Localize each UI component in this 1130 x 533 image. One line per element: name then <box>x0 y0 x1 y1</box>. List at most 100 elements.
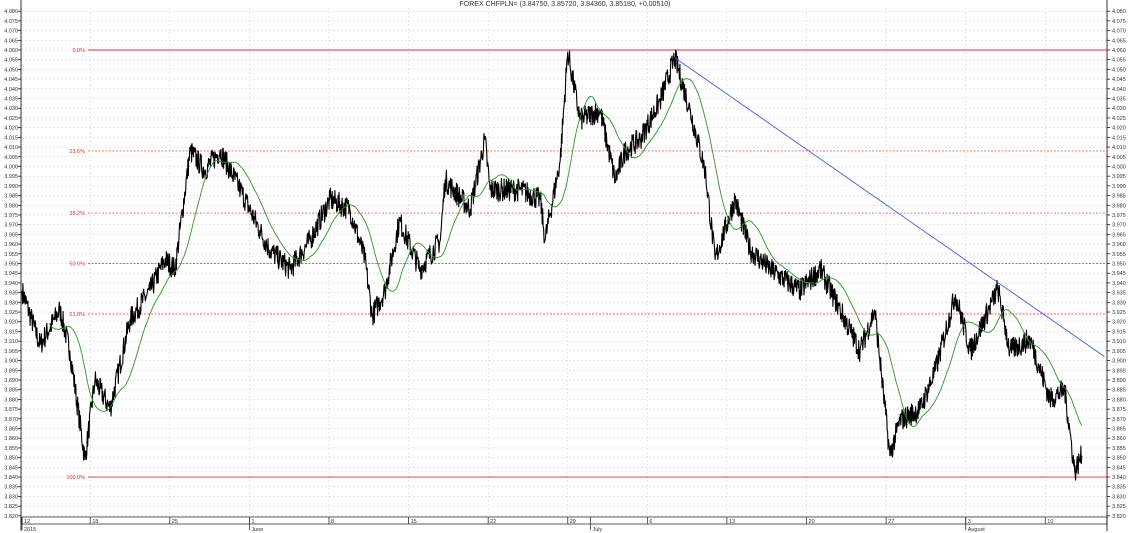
y-tick-label-right: 3.900 <box>1112 359 1126 365</box>
fib-level-label: 100.0% <box>66 475 85 481</box>
y-tick-label-left: 4.020 <box>4 126 18 132</box>
fib-level-label: 0.0% <box>72 48 85 54</box>
y-tick-label-right: 4.010 <box>1112 145 1126 151</box>
y-tick-label-right: 3.960 <box>1112 242 1126 248</box>
y-tick-label-right: 3.915 <box>1112 329 1126 335</box>
y-tick-label-right: 3.825 <box>1112 504 1126 510</box>
y-tick-label-left: 4.050 <box>4 67 18 73</box>
y-tick-label-right: 3.940 <box>1112 281 1126 287</box>
y-tick-label-left: 4.070 <box>4 29 18 35</box>
y-tick-label-left: 3.845 <box>4 465 18 471</box>
y-tick-label-left: 4.015 <box>4 135 18 141</box>
y-tick-label-left: 3.835 <box>4 485 18 491</box>
y-tick-label-left: 3.930 <box>4 300 18 306</box>
fib-level-label: 38.2% <box>69 211 85 217</box>
y-tick-label-left: 4.080 <box>4 9 18 15</box>
y-tick-label-right: 4.000 <box>1112 164 1126 170</box>
y-tick-label-left: 3.920 <box>4 320 18 326</box>
y-tick-label-right: 4.040 <box>1112 87 1126 93</box>
y-tick-label-left: 4.035 <box>4 97 18 103</box>
x-month-label: August <box>968 527 986 533</box>
y-tick-label-right: 4.045 <box>1112 77 1126 83</box>
y-tick-label-left: 3.830 <box>4 494 18 500</box>
y-tick-label-left: 3.860 <box>4 436 18 442</box>
y-tick-label-left: 3.955 <box>4 252 18 258</box>
y-tick-label-left: 3.940 <box>4 281 18 287</box>
y-tick-label-right: 3.875 <box>1112 407 1126 413</box>
x-tick-label: 10 <box>1047 519 1053 525</box>
y-tick-label-right: 3.905 <box>1112 349 1126 355</box>
y-tick-label-left: 4.005 <box>4 155 18 161</box>
fib-level-label: 61.8% <box>69 312 85 318</box>
x-tick-label: 20 <box>809 519 815 525</box>
y-tick-label-right: 3.970 <box>1112 223 1126 229</box>
y-tick-label-right: 3.965 <box>1112 232 1126 238</box>
y-tick-label-right: 4.015 <box>1112 135 1126 141</box>
y-tick-label-right: 3.860 <box>1112 436 1126 442</box>
y-tick-label-left: 4.010 <box>4 145 18 151</box>
y-tick-label-right: 3.850 <box>1112 456 1126 462</box>
y-tick-label-left: 3.960 <box>4 242 18 248</box>
y-tick-label-left: 3.945 <box>4 271 18 277</box>
x-month-label: 2015 <box>24 527 36 533</box>
y-tick-label-right: 4.030 <box>1112 106 1126 112</box>
y-tick-label-right: 3.865 <box>1112 426 1126 432</box>
y-tick-label-right: 3.920 <box>1112 320 1126 326</box>
x-tick-label: 3 <box>968 519 971 525</box>
y-tick-label-left: 3.840 <box>4 475 18 481</box>
y-tick-label-left: 4.030 <box>4 106 18 112</box>
y-tick-label-right: 3.995 <box>1112 174 1126 180</box>
y-tick-label-left: 3.880 <box>4 397 18 403</box>
y-tick-label-left: 3.935 <box>4 291 18 297</box>
y-tick-label-left: 3.990 <box>4 184 18 190</box>
y-tick-label-left: 3.950 <box>4 262 18 268</box>
x-month-label: June <box>251 527 263 533</box>
y-tick-label-right: 4.060 <box>1112 48 1126 54</box>
y-tick-label-left: 4.075 <box>4 19 18 25</box>
fib-level-label: 50.0% <box>69 262 85 268</box>
y-tick-label-right: 3.950 <box>1112 262 1126 268</box>
y-tick-label-left: 3.905 <box>4 349 18 355</box>
y-tick-label-left: 4.060 <box>4 48 18 54</box>
y-tick-label-right: 3.990 <box>1112 184 1126 190</box>
y-tick-label-right: 3.855 <box>1112 446 1126 452</box>
moving-average-line <box>48 78 1083 428</box>
y-tick-label-left: 3.915 <box>4 329 18 335</box>
x-tick-label: 27 <box>888 519 894 525</box>
x-tick-label: 22 <box>490 519 496 525</box>
y-tick-label-right: 3.845 <box>1112 465 1126 471</box>
y-tick-label-right: 4.035 <box>1112 97 1126 103</box>
x-tick-label: 25 <box>172 519 178 525</box>
y-tick-label-left: 3.900 <box>4 359 18 365</box>
y-tick-label-left: 3.850 <box>4 456 18 462</box>
y-tick-label-right: 3.955 <box>1112 252 1126 258</box>
y-tick-label-right: 4.050 <box>1112 67 1126 73</box>
y-tick-label-right: 4.025 <box>1112 116 1126 122</box>
y-tick-label-left: 3.975 <box>4 213 18 219</box>
x-tick-label: 12 <box>24 519 30 525</box>
y-tick-label-right: 3.840 <box>1112 475 1126 481</box>
y-tick-label-right: 3.870 <box>1112 417 1126 423</box>
y-tick-label-left: 3.885 <box>4 388 18 394</box>
y-tick-label-left: 3.925 <box>4 310 18 316</box>
y-tick-label-right: 4.020 <box>1112 126 1126 132</box>
y-tick-label-right: 3.975 <box>1112 213 1126 219</box>
y-tick-label-left: 4.055 <box>4 58 18 64</box>
y-tick-label-right: 4.055 <box>1112 58 1126 64</box>
y-tick-label-left: 4.000 <box>4 164 18 170</box>
y-tick-label-right: 3.945 <box>1112 271 1126 277</box>
y-tick-label-right: 3.830 <box>1112 494 1126 500</box>
y-tick-label-right: 4.065 <box>1112 38 1126 44</box>
y-tick-label-right: 3.980 <box>1112 203 1126 209</box>
y-tick-label-left: 3.825 <box>4 504 18 510</box>
y-tick-label-left: 3.995 <box>4 174 18 180</box>
x-month-label: July <box>593 527 603 533</box>
y-tick-label-right: 3.925 <box>1112 310 1126 316</box>
y-tick-label-left: 3.890 <box>4 378 18 384</box>
y-tick-label-right: 4.080 <box>1112 9 1126 15</box>
y-tick-label-left: 4.065 <box>4 38 18 44</box>
x-tick-label: 1 <box>251 519 254 525</box>
y-tick-label-left: 3.965 <box>4 232 18 238</box>
y-tick-label-left: 4.025 <box>4 116 18 122</box>
